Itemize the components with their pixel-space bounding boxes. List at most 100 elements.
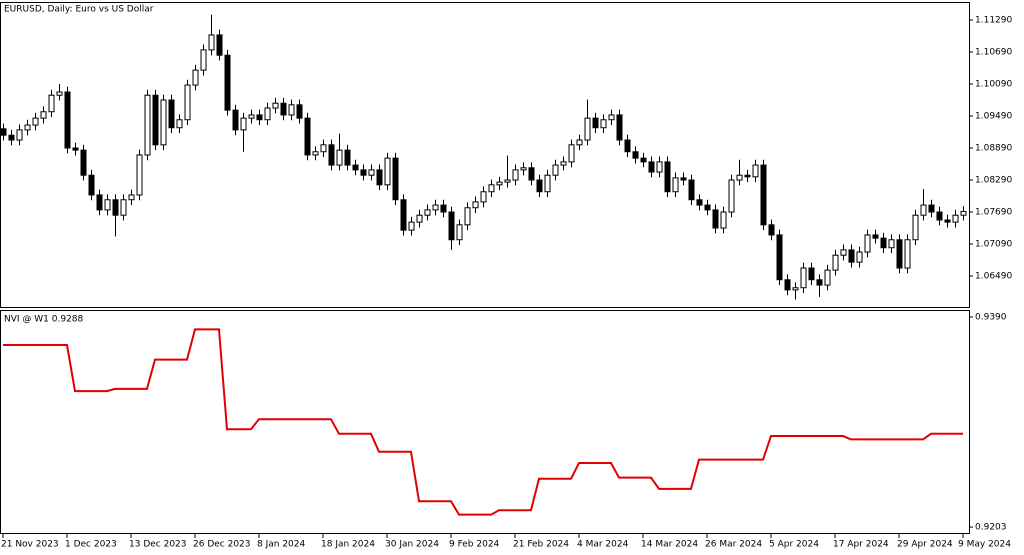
x-tick-label: 17 Apr 2024 <box>833 540 889 550</box>
candle-body <box>744 174 751 178</box>
candle-body <box>0 128 7 136</box>
candle-body <box>536 179 543 193</box>
candle-body <box>792 287 799 291</box>
candle-body <box>656 161 663 173</box>
candle-body <box>24 124 31 131</box>
candle-body <box>952 214 959 223</box>
candle-body <box>736 174 743 181</box>
y-tick-label: 1.08290 <box>975 176 1012 186</box>
x-tick-label: 4 Mar 2024 <box>577 540 629 550</box>
x-tick-label: 5 Apr 2024 <box>769 540 819 550</box>
candle-body <box>88 174 95 196</box>
x-tick-label: 13 Dec 2023 <box>129 540 187 550</box>
candle-body <box>520 167 527 171</box>
candle-body <box>432 204 439 211</box>
candle-body <box>648 161 655 173</box>
candle-body <box>616 114 623 141</box>
candle-body <box>280 102 287 116</box>
x-tick-label: 18 Jan 2024 <box>321 540 375 550</box>
candle-body <box>80 149 87 176</box>
candle-body <box>696 199 703 206</box>
x-tick-label: 8 Jan 2024 <box>257 540 305 550</box>
candle-body <box>424 209 431 216</box>
candle-body <box>104 199 111 211</box>
candle-body <box>344 149 351 166</box>
candle-body <box>760 164 767 226</box>
candle-body <box>72 147 79 151</box>
candle-body <box>936 211 943 221</box>
candle-body <box>688 179 695 201</box>
candle-body <box>240 117 247 131</box>
y-tick-label: 1.07690 <box>975 208 1012 218</box>
candle-body <box>248 114 255 119</box>
candle-body <box>504 179 511 183</box>
candle-body <box>456 224 463 241</box>
candle-body <box>8 134 15 141</box>
candle-body <box>184 84 191 121</box>
x-tick-label: 9 May 2024 <box>958 540 1011 550</box>
candle-body <box>336 149 343 166</box>
candle-body <box>392 157 399 201</box>
candle-body <box>840 249 847 256</box>
y-tick-label: 1.11290 <box>975 16 1012 26</box>
x-tick-label: 26 Mar 2024 <box>705 540 762 550</box>
y-tick-label: 1.09490 <box>975 112 1012 122</box>
candle-body <box>216 34 223 56</box>
candle-body <box>888 239 895 249</box>
candle-body <box>880 237 887 249</box>
y-tick-label: 1.06490 <box>975 272 1012 282</box>
candle-body <box>312 151 319 156</box>
candle-body <box>176 119 183 129</box>
candle-body <box>232 109 239 131</box>
candle-body <box>40 111 47 119</box>
candle-body <box>400 199 407 231</box>
candle-body <box>464 207 471 226</box>
y-tick-label: 1.08890 <box>975 144 1012 154</box>
candle-body <box>584 117 591 141</box>
candle-body <box>112 199 119 216</box>
x-tick-label: 29 Apr 2024 <box>897 540 953 550</box>
y-tick-label: 1.07090 <box>975 240 1012 250</box>
candle-body <box>128 194 135 201</box>
candle-body <box>776 234 783 281</box>
price-panel <box>0 2 970 308</box>
candle-body <box>784 279 791 291</box>
candle-body <box>488 184 495 193</box>
candle-body <box>592 117 599 129</box>
y-tick-label: 1.10090 <box>975 80 1012 90</box>
candle-body <box>664 161 671 193</box>
candle-body <box>832 254 839 271</box>
candle-body <box>728 179 735 213</box>
candle-body <box>328 144 335 166</box>
candle-body <box>704 204 711 211</box>
indicator-title: NVI @ W1 0.9288 <box>4 315 84 325</box>
candle-body <box>752 164 759 178</box>
candle-body <box>944 219 951 223</box>
candle-body <box>352 164 359 171</box>
candle-body <box>160 99 167 146</box>
y-tick-label: 1.10690 <box>975 48 1012 58</box>
candle-body <box>552 164 559 176</box>
candle-body <box>544 174 551 193</box>
candle-body <box>440 204 447 213</box>
candle-body <box>904 239 911 269</box>
candle-body <box>272 102 279 109</box>
candle-body <box>800 267 807 289</box>
candle-body <box>912 214 919 241</box>
candle-body <box>288 104 295 116</box>
candle-body <box>640 157 647 163</box>
candle-body <box>864 234 871 253</box>
candle-body <box>608 114 615 121</box>
candle-body <box>64 91 71 149</box>
candle-body <box>368 169 375 176</box>
x-tick-label: 30 Jan 2024 <box>385 540 439 550</box>
x-tick-label: 14 Mar 2024 <box>641 540 698 550</box>
candle-body <box>384 157 391 186</box>
candle-body <box>496 181 503 186</box>
candle-body <box>120 199 127 216</box>
candle-body <box>824 269 831 286</box>
chart-title: EURUSD, Daily: Euro vs US Dollar <box>4 5 154 15</box>
candle-body <box>264 107 271 121</box>
candle-body <box>872 234 879 239</box>
